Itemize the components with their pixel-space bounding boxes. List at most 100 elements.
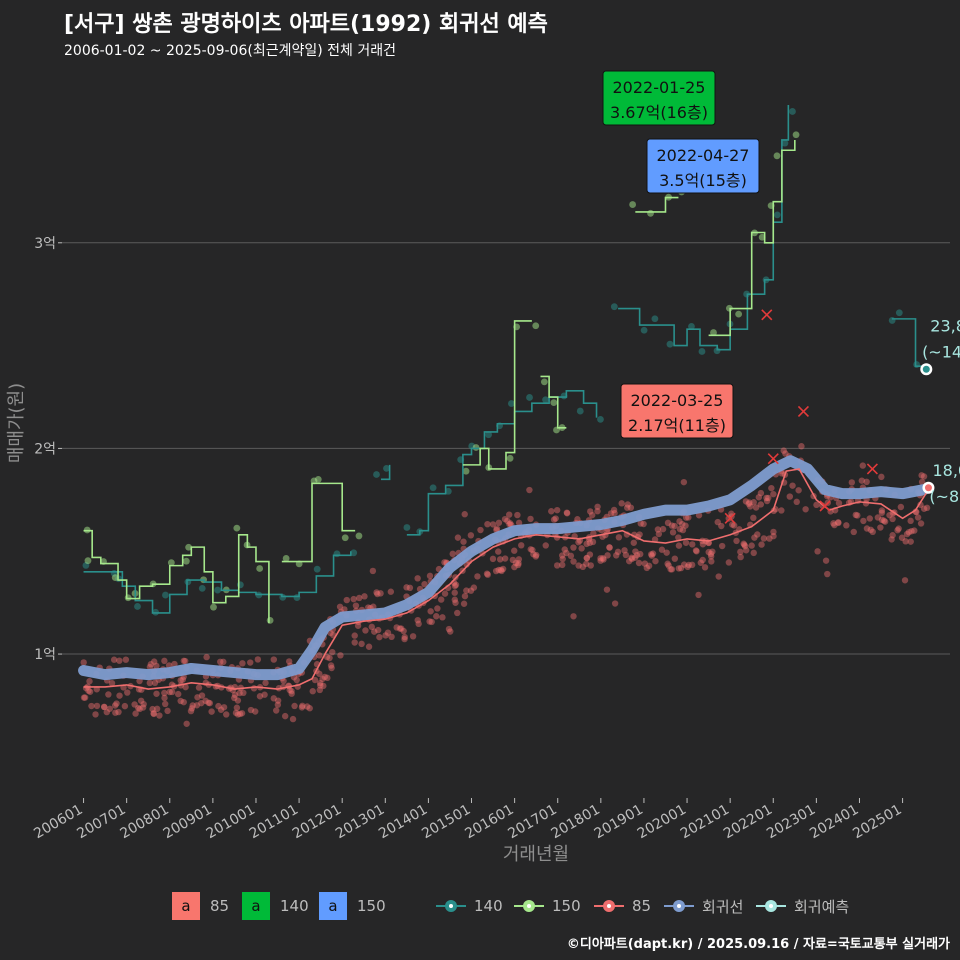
scatter-point-85 bbox=[763, 494, 770, 502]
scatter-point-85 bbox=[506, 511, 513, 518]
scatter-point-150 bbox=[185, 543, 193, 551]
scatter-point-85 bbox=[137, 697, 145, 704]
scatter-point-85 bbox=[293, 676, 300, 684]
scatter-point-140 bbox=[162, 591, 169, 599]
scatter-point-85 bbox=[908, 527, 915, 535]
scatter-point-85 bbox=[361, 593, 368, 600]
scatter-point-150 bbox=[773, 152, 781, 160]
scatter-point-85 bbox=[630, 539, 637, 546]
cancel-marker bbox=[797, 405, 810, 417]
scatter-point-85 bbox=[509, 556, 517, 564]
scatter-point-85 bbox=[745, 500, 752, 508]
scatter-point-85 bbox=[611, 509, 618, 517]
scatter-point-85 bbox=[768, 484, 775, 492]
scatter-point-85 bbox=[452, 581, 460, 589]
scatter-point-85 bbox=[484, 520, 491, 528]
scatter-point-85 bbox=[215, 702, 222, 710]
scatter-point-85 bbox=[626, 557, 633, 565]
scatter-point-85 bbox=[187, 707, 195, 715]
scatter-point-85 bbox=[498, 567, 505, 575]
scatter-point-85 bbox=[460, 600, 468, 607]
x-tick-label: 201301 bbox=[333, 802, 387, 843]
scatter-point-85 bbox=[451, 596, 459, 603]
scatter-point-85 bbox=[780, 447, 787, 454]
scatter-point-150 bbox=[124, 594, 132, 602]
scatter-point-85 bbox=[631, 554, 639, 561]
scatter-point-85 bbox=[217, 658, 224, 666]
scatter-point-140 bbox=[444, 487, 452, 495]
scatter-point-85 bbox=[852, 511, 859, 519]
scatter-point-85 bbox=[150, 710, 157, 717]
scatter-point-85 bbox=[527, 546, 534, 553]
scatter-point-85 bbox=[316, 686, 324, 694]
scatter-point-140 bbox=[698, 348, 706, 355]
x-tick-label: 200801 bbox=[117, 802, 171, 843]
scatter-point-85 bbox=[368, 623, 376, 631]
scatter-point-140 bbox=[781, 139, 789, 147]
scatter-point-85 bbox=[220, 704, 228, 711]
scatter-point-85 bbox=[645, 562, 653, 570]
scatter-point-85 bbox=[559, 555, 566, 563]
legend-swatch-140 bbox=[436, 900, 466, 912]
scatter-point-85 bbox=[180, 698, 187, 706]
scatter-point-85 bbox=[316, 670, 323, 677]
scatter-point-85 bbox=[878, 509, 886, 516]
legend-line-label-forecast: 회귀예측 bbox=[794, 897, 850, 916]
scatter-point-85 bbox=[321, 673, 329, 681]
scatter-point-85 bbox=[217, 706, 225, 713]
scatter-point-150 bbox=[314, 476, 322, 483]
legend-line-label-140: 140 bbox=[474, 897, 503, 915]
scatter-point-85 bbox=[748, 542, 755, 549]
scatter-point-85 bbox=[239, 660, 246, 667]
scatter-point-85 bbox=[586, 539, 594, 547]
scatter-point-85 bbox=[874, 514, 882, 521]
scatter-point-85 bbox=[802, 506, 809, 513]
scatter-point-140 bbox=[350, 549, 358, 557]
scatter-point-85 bbox=[606, 544, 613, 551]
annotation-price: 3.67억(16층) bbox=[610, 103, 708, 122]
scatter-point-85 bbox=[813, 501, 820, 509]
scatter-point-85 bbox=[384, 629, 392, 636]
series-line-150 bbox=[462, 320, 532, 470]
legend-swatch-150 bbox=[514, 900, 544, 912]
scatter-point-85 bbox=[261, 691, 268, 698]
y-tick-label: 1억 bbox=[34, 647, 56, 663]
scatter-point-85 bbox=[507, 520, 514, 527]
scatter-point-85 bbox=[414, 575, 421, 582]
cancel-marker bbox=[724, 512, 736, 524]
legend-line-150: 150 bbox=[514, 892, 581, 920]
legend-line-85: 85 bbox=[594, 892, 651, 920]
scatter-point-140 bbox=[666, 340, 674, 348]
scatter-point-85 bbox=[587, 508, 594, 515]
series-line-140 bbox=[891, 318, 925, 370]
scatter-point-85 bbox=[920, 473, 928, 480]
scatter-point-140 bbox=[597, 415, 604, 423]
x-tick-label: 201401 bbox=[376, 802, 430, 843]
scatter-point-85 bbox=[552, 515, 559, 522]
scatter-point-85 bbox=[286, 686, 293, 694]
scatter-point-85 bbox=[603, 586, 611, 593]
scatter-point-85 bbox=[652, 557, 659, 565]
scatter-point-85 bbox=[733, 537, 740, 545]
x-tick-label: 202501 bbox=[850, 802, 904, 843]
scatter-point-85 bbox=[341, 606, 348, 613]
end-label-value-85: 18,086 bbox=[932, 461, 960, 480]
scatter-point-85 bbox=[316, 679, 324, 687]
scatter-point-85 bbox=[171, 660, 178, 668]
scatter-point-85 bbox=[329, 648, 336, 656]
x-tick-label: 201601 bbox=[462, 802, 516, 843]
scatter-point-150 bbox=[540, 378, 548, 386]
scatter-point-85 bbox=[597, 555, 604, 562]
scatter-point-85 bbox=[451, 589, 458, 596]
scatter-point-85 bbox=[795, 487, 802, 494]
scatter-point-85 bbox=[894, 527, 901, 534]
legend-label-150: 150 bbox=[357, 897, 386, 915]
scatter-point-85 bbox=[848, 479, 856, 486]
endpoint-dot-85 bbox=[924, 484, 932, 492]
scatter-point-85 bbox=[607, 510, 615, 517]
scatter-point-85 bbox=[559, 561, 566, 569]
scatter-point-85 bbox=[877, 524, 884, 531]
scatter-point-85 bbox=[449, 550, 456, 558]
legend-swatch-center bbox=[607, 904, 611, 908]
scatter-point-85 bbox=[636, 531, 643, 538]
